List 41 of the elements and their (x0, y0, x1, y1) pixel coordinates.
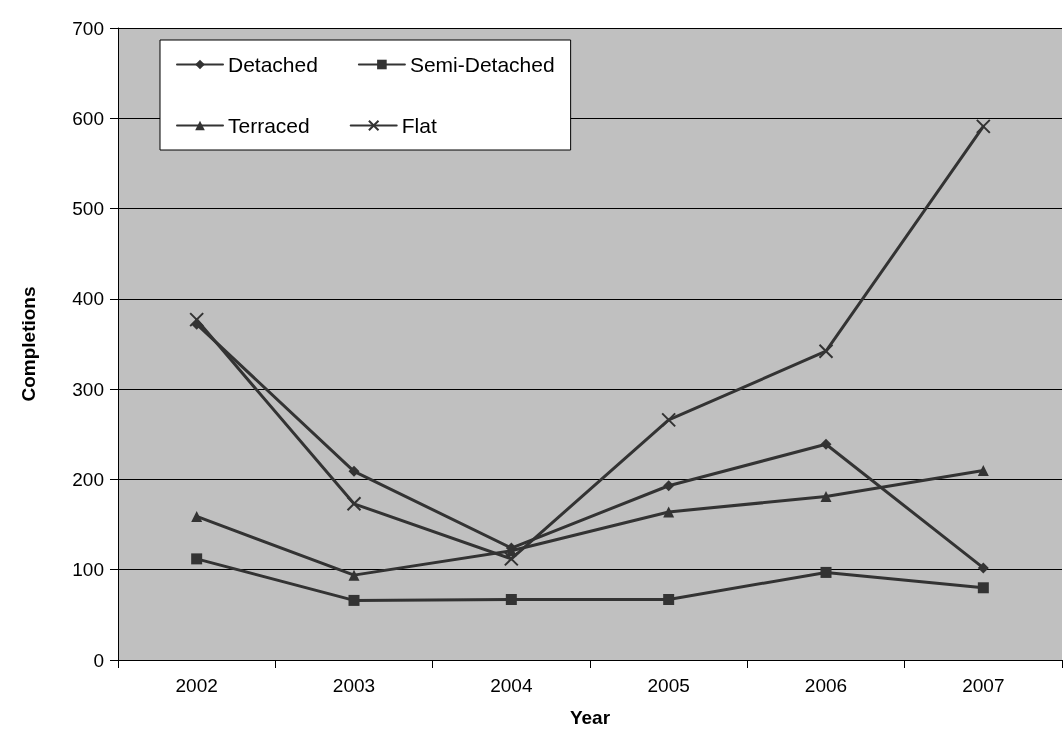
point (663, 506, 675, 518)
y-tick-label: 700 (72, 17, 104, 39)
point (977, 562, 989, 574)
x-tick-label: 2006 (804, 675, 848, 696)
legend-label: Semi-Detached (409, 53, 555, 76)
x-tick-label: 2007 (962, 675, 1005, 696)
y-tick-label: 0 (93, 649, 104, 671)
point (348, 569, 360, 581)
point (975, 118, 991, 134)
point (346, 496, 362, 512)
point (661, 412, 677, 428)
y-tick-label: 400 (72, 288, 104, 310)
y-tick-label: 100 (72, 559, 104, 581)
legend-label: Flat (401, 114, 437, 137)
point (663, 594, 675, 606)
point (977, 582, 989, 594)
x-tick-label: 2005 (647, 675, 690, 696)
point (191, 510, 203, 522)
point (191, 553, 203, 565)
y-tick-label: 200 (72, 468, 104, 490)
point (820, 566, 832, 578)
y-axis-title: Completions (18, 286, 39, 402)
point (503, 551, 519, 567)
y-tick-label: 300 (72, 378, 104, 400)
x-tick-label: 2002 (175, 675, 218, 696)
point (348, 465, 360, 477)
point (818, 343, 834, 359)
point (663, 480, 675, 492)
point (505, 594, 517, 606)
y-tick-label: 500 (72, 198, 104, 220)
legend-label: Terraced (228, 114, 310, 137)
y-tick-label: 600 (72, 107, 104, 129)
x-tick-label: 2003 (332, 675, 376, 696)
legend-label: Detached (228, 53, 318, 76)
point (189, 312, 205, 328)
point (977, 464, 989, 476)
point (348, 594, 360, 606)
x-axis-title: Year (569, 707, 611, 728)
point (820, 438, 832, 450)
x-tick-label: 2004 (490, 675, 533, 696)
point (820, 491, 832, 503)
